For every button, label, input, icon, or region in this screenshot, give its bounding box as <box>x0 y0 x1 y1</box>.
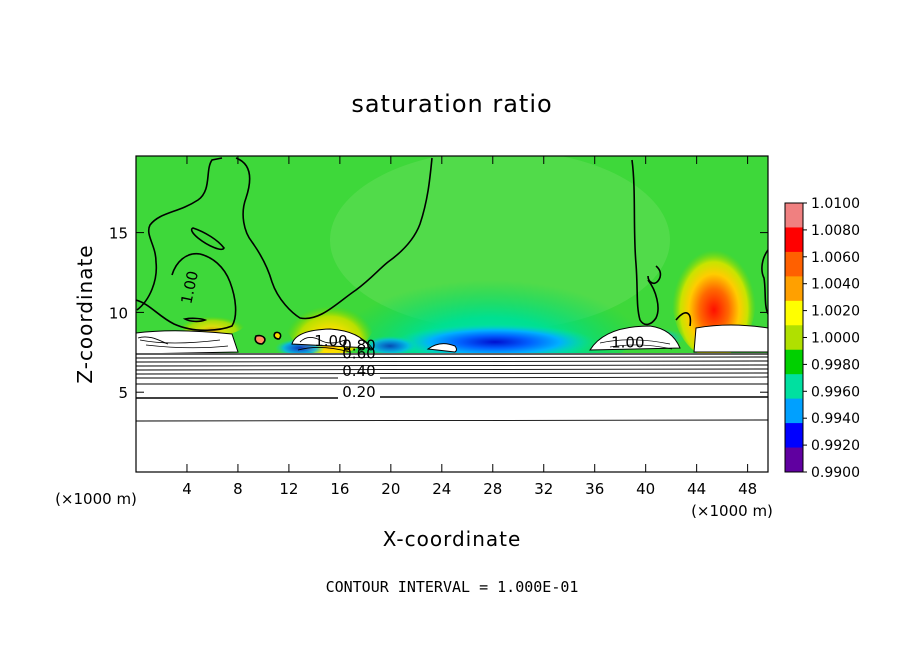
lower-white-layer <box>136 353 768 472</box>
colorbar-swatch <box>785 423 803 449</box>
colorbar-swatch <box>785 300 803 326</box>
colorbar-swatch <box>785 374 803 400</box>
contour-label: 1.00 <box>314 332 347 350</box>
contour-label: 0.20 <box>342 383 375 401</box>
saturation-field <box>136 156 768 472</box>
plot-frame <box>135 155 769 473</box>
x-tick-label: 12 <box>279 480 298 498</box>
x-axis-label: X-coordinate <box>383 527 522 551</box>
colorbar-label: 0.9980 <box>811 357 860 373</box>
x-tick-label: 16 <box>330 480 349 498</box>
contour-lines-upper <box>136 157 768 345</box>
colorbar-swatch <box>785 325 803 351</box>
colorbar-swatch <box>785 203 803 228</box>
y-tick-label: 15 <box>109 225 128 243</box>
x-tick-label: 8 <box>233 480 243 498</box>
colorbar-label: 1.0060 <box>811 250 860 266</box>
x-axis: 4 8 12 16 20 24 28 32 36 40 44 48 <box>182 156 757 498</box>
chart-title: saturation ratio <box>351 90 552 118</box>
colorbar-swatch <box>785 447 803 473</box>
contour-label: 1.00 <box>611 334 644 352</box>
x-tick-label: 4 <box>182 480 192 498</box>
x-tick-label: 36 <box>585 480 604 498</box>
colorbar-label: 0.9900 <box>811 465 860 481</box>
x-unit-label-left: (×1000 m) <box>55 490 137 508</box>
colorbar: 1.0100 1.0080 1.0060 1.0040 1.0020 1.0000 0.99… <box>784 196 860 481</box>
y-axis-label: Z-coordinate <box>73 244 97 383</box>
colorbar-swatch <box>785 398 803 424</box>
y-axis: 5 10 15 <box>109 225 768 402</box>
contour-label: 0.80 <box>342 337 375 355</box>
x-tick-label: 40 <box>636 480 655 498</box>
colorbar-swatch <box>785 349 803 375</box>
colorbar-label: 1.0100 <box>811 196 860 212</box>
x-tick-label: 44 <box>687 480 706 498</box>
colorbar-label: 1.0020 <box>811 304 860 320</box>
x-unit-label-right: (×1000 m) <box>691 502 773 520</box>
colorbar-label: 1.0000 <box>811 331 860 347</box>
surface-bumps <box>136 324 768 355</box>
contour-label: 0.40 <box>342 362 375 380</box>
colorbar-label: 0.9960 <box>811 384 860 400</box>
contour-lines-lower <box>136 353 768 422</box>
colorbar-label: 0.9920 <box>811 438 860 454</box>
colorbar-label: 1.0040 <box>811 277 860 293</box>
y-tick-label: 5 <box>118 384 128 402</box>
colorbar-label: 0.9940 <box>811 411 860 427</box>
y-tick-label: 10 <box>109 304 128 322</box>
colorbar-label: 1.0080 <box>811 223 860 239</box>
x-tick-label: 32 <box>534 480 553 498</box>
colorbar-swatch <box>785 251 803 277</box>
x-tick-label: 48 <box>738 480 757 498</box>
contour-label: 0.60 <box>342 345 375 363</box>
x-tick-label: 24 <box>432 480 451 498</box>
colorbar-swatch <box>785 276 803 302</box>
x-tick-label: 20 <box>381 480 400 498</box>
contour-interval-note: CONTOUR INTERVAL = 1.000E-01 <box>326 578 579 596</box>
x-tick-label: 28 <box>483 480 502 498</box>
colorbar-swatch <box>785 227 803 253</box>
